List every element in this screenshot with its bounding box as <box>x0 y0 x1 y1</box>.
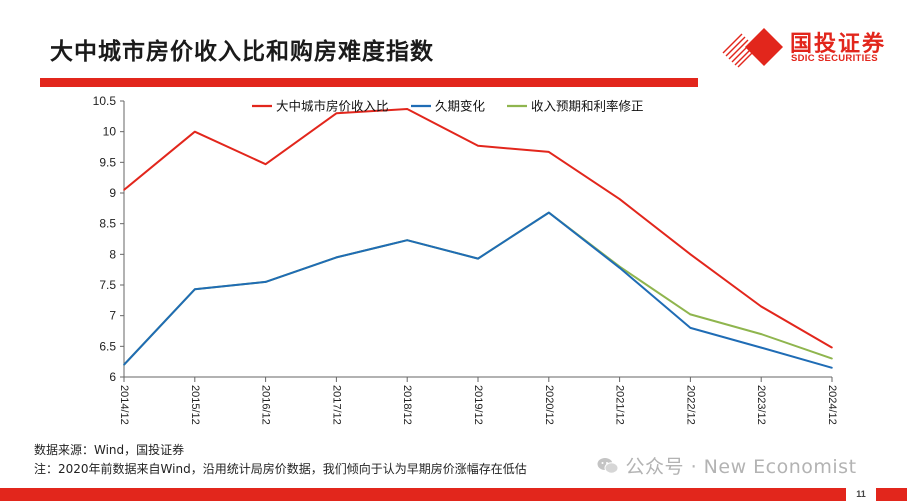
legend-label-2: 收入预期和利率修正 <box>531 99 644 114</box>
watermark: 公众号 · New Economist <box>597 452 857 479</box>
series-line-2 <box>123 211 833 366</box>
data-point-1-8 <box>689 327 692 329</box>
series-lines <box>123 108 833 369</box>
sdic-logo: 国投证券 SDIC SECURITIES <box>720 26 890 68</box>
slide-title: 大中城市房价收入比和购房难度指数 <box>50 38 434 65</box>
x-tick-label: 2018/12 <box>401 385 413 425</box>
x-axis: 2014/12 2015/12 2016/12 2017/12 2018/12 2019/… <box>118 376 838 425</box>
y-tick-label: 9 <box>109 186 116 200</box>
x-tick-label: 2023/12 <box>755 385 767 425</box>
x-tick-label: 2014/12 <box>118 385 130 425</box>
x-tick-label: 2022/12 <box>684 385 696 425</box>
y-tick-label: 7 <box>109 309 116 323</box>
legend-label-1: 久期变化 <box>435 99 486 114</box>
data-point-0-9 <box>760 305 762 308</box>
y-tick-label: 10 <box>103 125 117 139</box>
y-tick-label: 6 <box>109 370 116 384</box>
y-tick-label: 6.5 <box>99 339 116 353</box>
y-tick-label: 10.5 <box>93 94 117 108</box>
data-point-1-7 <box>618 267 621 269</box>
y-tick-label: 7.5 <box>99 278 116 292</box>
y-tick-label: 8.5 <box>99 217 116 231</box>
x-tick-label: 2015/12 <box>189 385 201 425</box>
sdic-logo-mark <box>722 28 783 68</box>
x-tick-label: 2017/12 <box>330 385 342 425</box>
data-point-1-5 <box>477 257 479 260</box>
logo-chinese-name: 国投证券 <box>790 32 887 57</box>
x-tick-label: 2020/12 <box>543 385 555 425</box>
data-point-1-2 <box>264 281 267 283</box>
footnote: 注：2020年前数据来自Wind，沿用统计局房价数据，我们倾向于认为早期房价涨幅… <box>34 462 527 476</box>
watermark-text: 公众号 · New Economist <box>625 456 857 478</box>
data-point-0-1 <box>194 130 196 133</box>
data-point-0-0 <box>123 189 125 191</box>
data-point-2-8 <box>689 313 692 316</box>
x-tick-label: 2019/12 <box>472 385 484 425</box>
data-point-2-10 <box>831 357 833 360</box>
logo-english-name: SDIC SECURITIES <box>791 53 878 64</box>
y-tick-label: 9.5 <box>99 155 116 169</box>
chart-notes: 数据来源：Wind，国投证券 注：2020年前数据来自Wind，沿用统计局房价数… <box>34 441 527 479</box>
data-point-1-9 <box>760 346 762 349</box>
data-point-1-0 <box>123 363 125 366</box>
y-axis: 6 6.5 7 7.5 8 8.5 9 9.5 10 10.5 <box>93 94 125 384</box>
data-point-1-1 <box>194 288 196 291</box>
data-point-1-10 <box>831 367 833 369</box>
x-tick-label: 2024/12 <box>826 385 838 425</box>
legend-label-0: 大中城市房价收入比 <box>276 99 389 114</box>
wechat-icon <box>597 458 619 474</box>
series-line-1 <box>123 211 833 369</box>
page-number: 11 <box>846 488 876 501</box>
data-point-0-6 <box>548 151 550 153</box>
data-point-0-2 <box>264 163 267 165</box>
title-underline-bar <box>40 78 698 87</box>
x-tick-label: 2021/12 <box>614 385 626 425</box>
data-point-2-9 <box>760 333 762 335</box>
x-tick-label: 2016/12 <box>260 385 272 425</box>
series-line-0 <box>123 108 833 349</box>
data-point-0-5 <box>477 144 479 147</box>
data-point-0-10 <box>831 346 833 349</box>
legend: 大中城市房价收入比 久期变化 收入预期和利率修正 <box>252 99 644 114</box>
footer-bar <box>0 488 907 501</box>
source-note: 数据来源：Wind，国投证券 <box>34 443 185 457</box>
data-point-1-6 <box>548 211 550 214</box>
data-point-0-4 <box>406 108 409 110</box>
data-point-0-7 <box>618 198 621 200</box>
y-tick-label: 8 <box>109 247 116 261</box>
data-point-0-8 <box>689 253 692 256</box>
data-point-1-4 <box>406 239 409 242</box>
data-point-1-3 <box>335 256 338 259</box>
data-point-0-3 <box>335 112 338 115</box>
